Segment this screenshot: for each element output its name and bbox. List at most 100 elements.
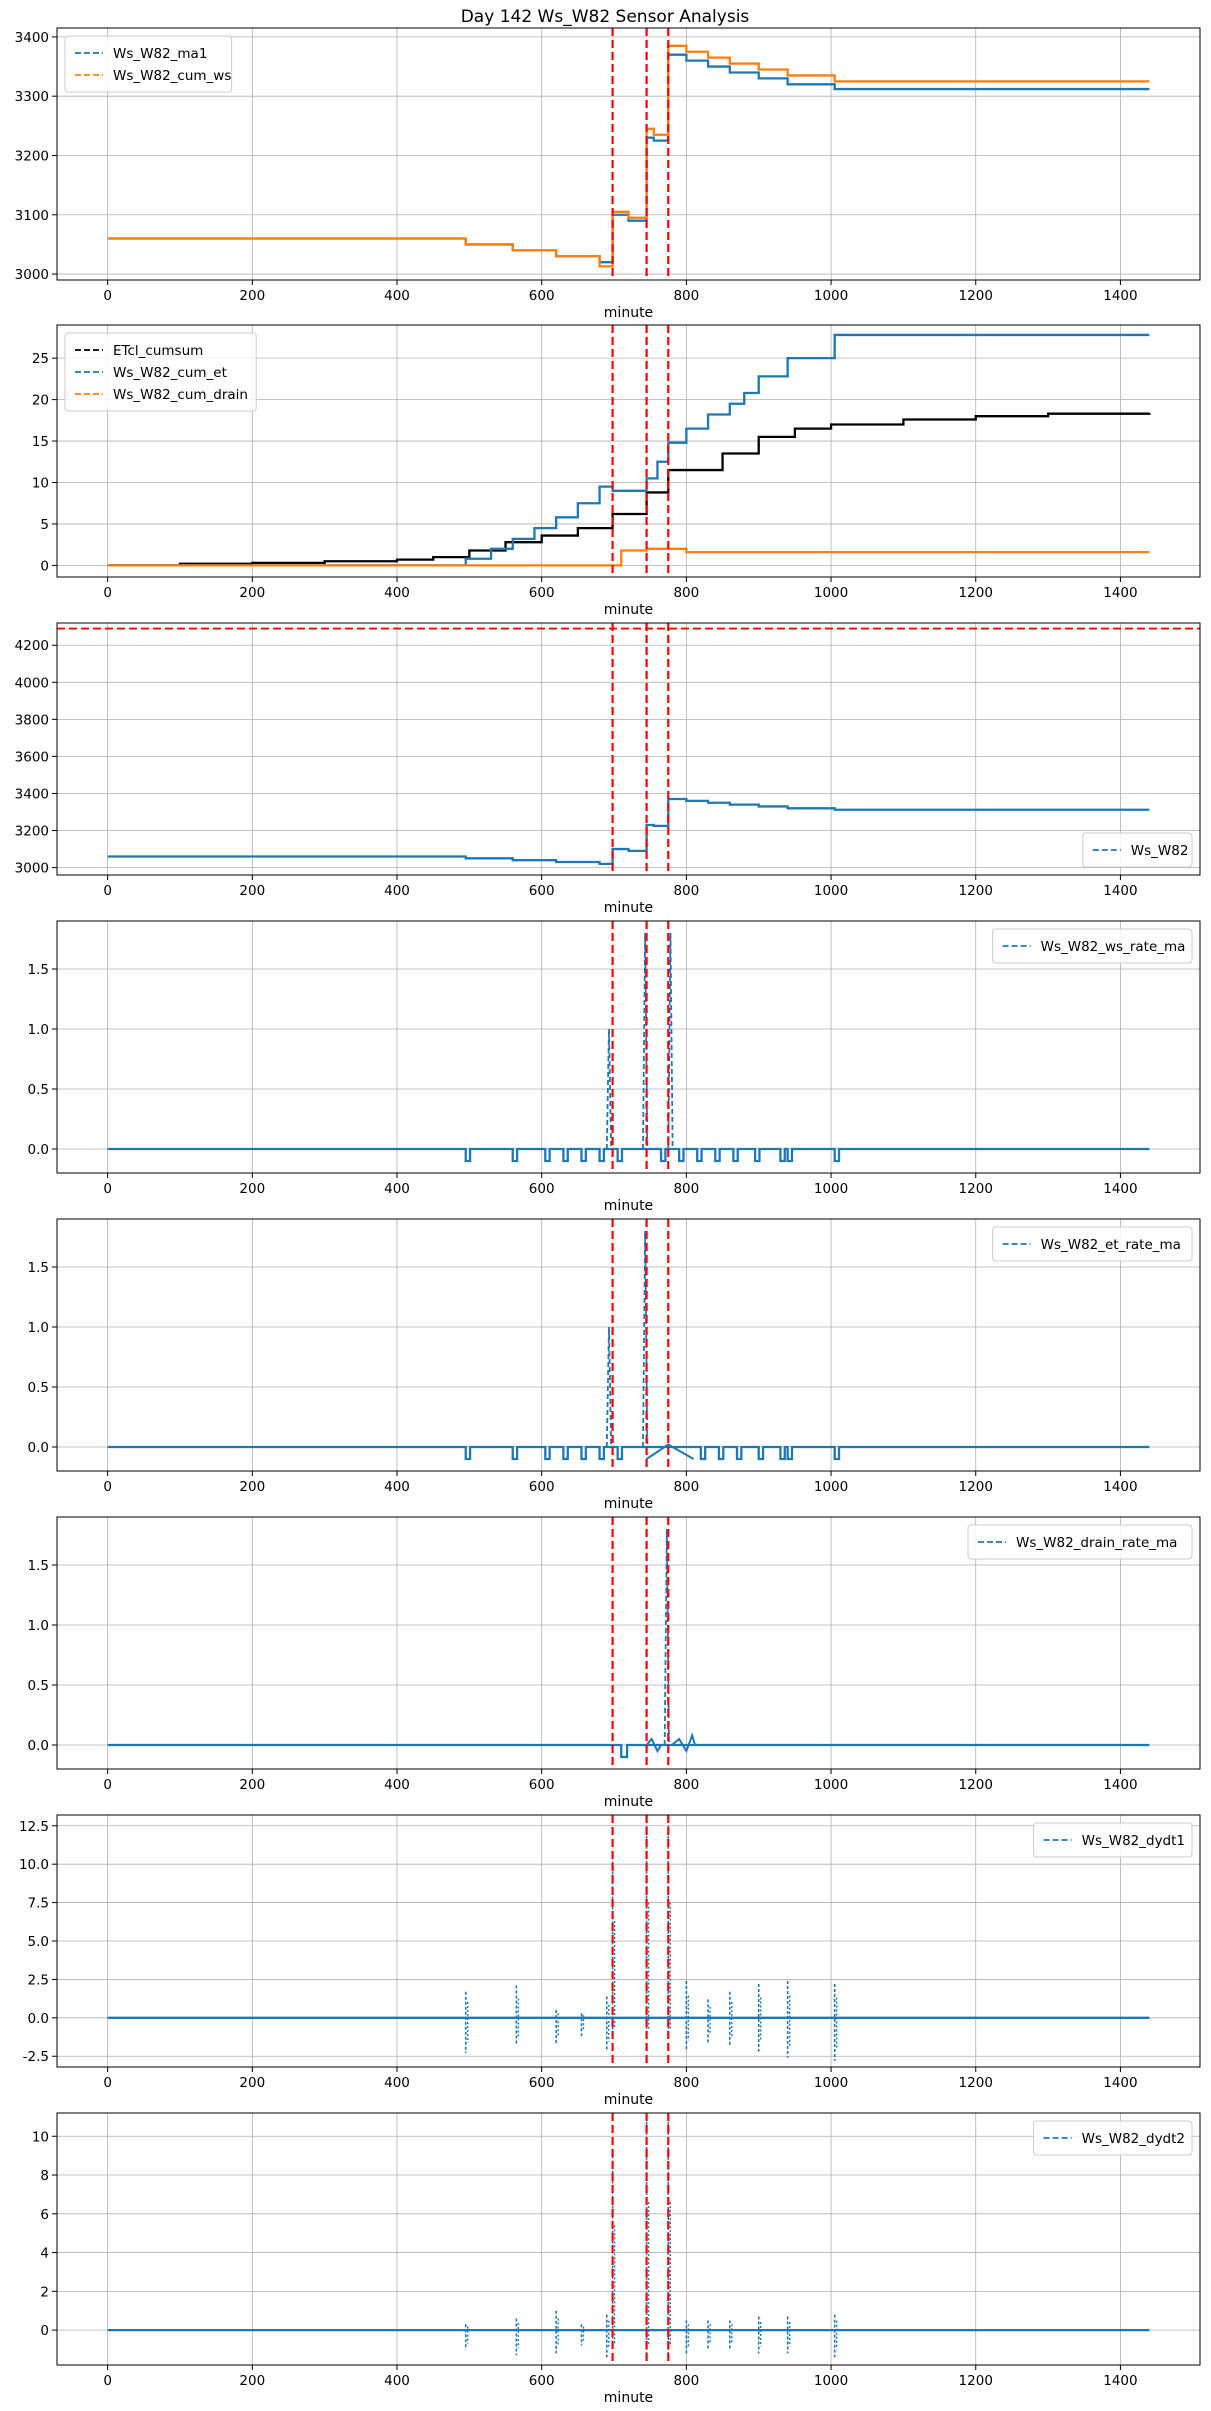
spike-mark (608, 1028, 613, 1150)
x-tick-label: 1000 (814, 2373, 848, 2389)
extra-segment (646, 1443, 695, 1460)
y-tick-label: 1.0 (28, 1022, 49, 1038)
axes-frame (56, 622, 1201, 876)
x-tick-label: 200 (239, 883, 265, 899)
x-tick-label: 200 (239, 288, 265, 304)
y-tick-label: 4 (40, 2246, 49, 2262)
x-tick-label: 600 (529, 1777, 555, 1793)
x-tick-label: 400 (384, 883, 410, 899)
panel-4: 0 200 400 600 800 1000 1200 1400 0.0 0.5 1.0 1.5 min… (28, 920, 1201, 1214)
x-tick-label: 0 (103, 883, 112, 899)
series-line-1 (107, 412, 1151, 567)
y-tick-label: 0 (40, 2323, 49, 2339)
y-tick-label: 7.5 (28, 1896, 49, 1912)
legend: Ws_W82_dydt1 (1033, 1822, 1193, 1858)
x-axis-label: minute (604, 1496, 653, 1512)
x-tick-label: 1400 (1103, 2373, 1137, 2389)
x-tick-label: 1000 (814, 2075, 848, 2091)
series-line-1 (107, 1445, 1150, 1461)
y-tick-label: 25 (32, 351, 49, 367)
x-tick-label: 400 (384, 2075, 410, 2091)
panel-6: 0 200 400 600 800 1000 1200 1400 0.0 0.5 1.0 1.5 min… (28, 1516, 1201, 1810)
legend-box (967, 1524, 1193, 1560)
y-tick-label: 2 (40, 2284, 49, 2300)
plot-area (107, 1219, 1150, 1471)
legend-box (1033, 1822, 1193, 1858)
y-tick-label: 3000 (15, 861, 49, 877)
y-tick-label: 12.5 (19, 1819, 49, 1835)
legend-label: Ws_W82_drain_rate_ma (1016, 1535, 1177, 1551)
y-tick-label: 6 (40, 2207, 49, 2223)
y-tick-label: 5.0 (28, 1934, 49, 1950)
legend-label: Ws_W82 (1131, 843, 1189, 859)
panel-8: 0 200 400 600 800 1000 1200 1400 0 2 4 6 8 10 minute Ws… (32, 2112, 1201, 2406)
x-tick-label: 0 (103, 288, 112, 304)
legend: Ws_W82_ws_rate_ma (992, 928, 1193, 964)
x-tick-label: 1400 (1103, 1777, 1137, 1793)
x-tick-label: 0 (103, 585, 112, 601)
x-tick-label: 800 (673, 1479, 699, 1495)
y-tick-label: 1.0 (28, 1320, 49, 1336)
y-tick-label: 0 (40, 558, 49, 574)
y-tick-label: 4000 (15, 675, 49, 691)
x-tick-label: 1000 (814, 585, 848, 601)
series-line-1 (107, 1743, 1150, 1759)
x-tick-label: 200 (239, 2373, 265, 2389)
x-axis-label: minute (604, 2390, 653, 2406)
x-tick-label: 400 (384, 1777, 410, 1793)
axes-frame (56, 324, 1201, 578)
x-tick-label: 400 (384, 1479, 410, 1495)
y-tick-label: 0.0 (28, 1142, 49, 1158)
axes-frame (56, 1516, 1201, 1770)
plot-area (57, 623, 1200, 875)
x-axis-label: minute (604, 1794, 653, 1810)
plot-area (107, 1815, 1150, 2067)
legend-label: Ws_W82_ws_rate_ma (1041, 939, 1186, 955)
x-tick-label: 200 (239, 585, 265, 601)
x-tick-label: 400 (384, 2373, 410, 2389)
y-tick-label: 20 (32, 393, 49, 409)
legend-box (1033, 2120, 1193, 2156)
y-tick-label: 0.5 (28, 1678, 49, 1694)
x-tick-label: 800 (673, 2373, 699, 2389)
y-tick-label: 1.5 (28, 962, 49, 978)
x-tick-label: 200 (239, 2075, 265, 2091)
legend: ETcl_cumsum Ws_W82_cum_et Ws_W82_cum_drain (64, 332, 257, 412)
y-tick-label: 0.5 (28, 1082, 49, 1098)
legend-label: Ws_W82_cum_drain (113, 387, 248, 403)
x-tick-label: 600 (529, 1181, 555, 1197)
x-tick-label: 0 (103, 2373, 112, 2389)
x-tick-label: 1200 (959, 585, 993, 601)
x-tick-label: 1200 (959, 288, 993, 304)
y-tick-label: 1.5 (28, 1558, 49, 1574)
legend-label: Ws_W82_et_rate_ma (1041, 1237, 1181, 1253)
series-line-2 (107, 44, 1150, 268)
y-tick-label: 3200 (15, 824, 49, 840)
y-tick-label: 2.5 (28, 1972, 49, 1988)
x-tick-label: 600 (529, 883, 555, 899)
x-tick-label: 0 (103, 1181, 112, 1197)
axes-frame (56, 1218, 1201, 1472)
y-tick-label: 3800 (15, 712, 49, 728)
x-tick-label: 400 (384, 288, 410, 304)
legend-label: Ws_W82_dydt1 (1082, 1833, 1185, 1849)
figure-title: Day 142 Ws_W82 Sensor Analysis (461, 7, 750, 27)
y-tick-label: 3300 (15, 89, 49, 105)
legend-label: Ws_W82_ma1 (113, 46, 207, 62)
y-tick-label: 15 (32, 434, 49, 450)
extra-segment (671, 1732, 697, 1754)
x-axis-label: minute (604, 1198, 653, 1214)
series-line-3 (107, 547, 1150, 567)
y-tick-label: -2.5 (23, 2049, 49, 2065)
axes-frame (56, 920, 1201, 1174)
x-tick-label: 1200 (959, 1777, 993, 1793)
panels: 0 200 400 600 800 1000 1200 1400300031003200330… (15, 27, 1201, 2406)
legend-box (64, 332, 257, 412)
x-tick-label: 1000 (814, 883, 848, 899)
x-tick-label: 1400 (1103, 2075, 1137, 2091)
y-tick-label: 0.0 (28, 1738, 49, 1754)
y-tick-label: 4200 (15, 638, 49, 654)
x-tick-label: 800 (673, 883, 699, 899)
y-tick-label: 8 (40, 2168, 49, 2184)
